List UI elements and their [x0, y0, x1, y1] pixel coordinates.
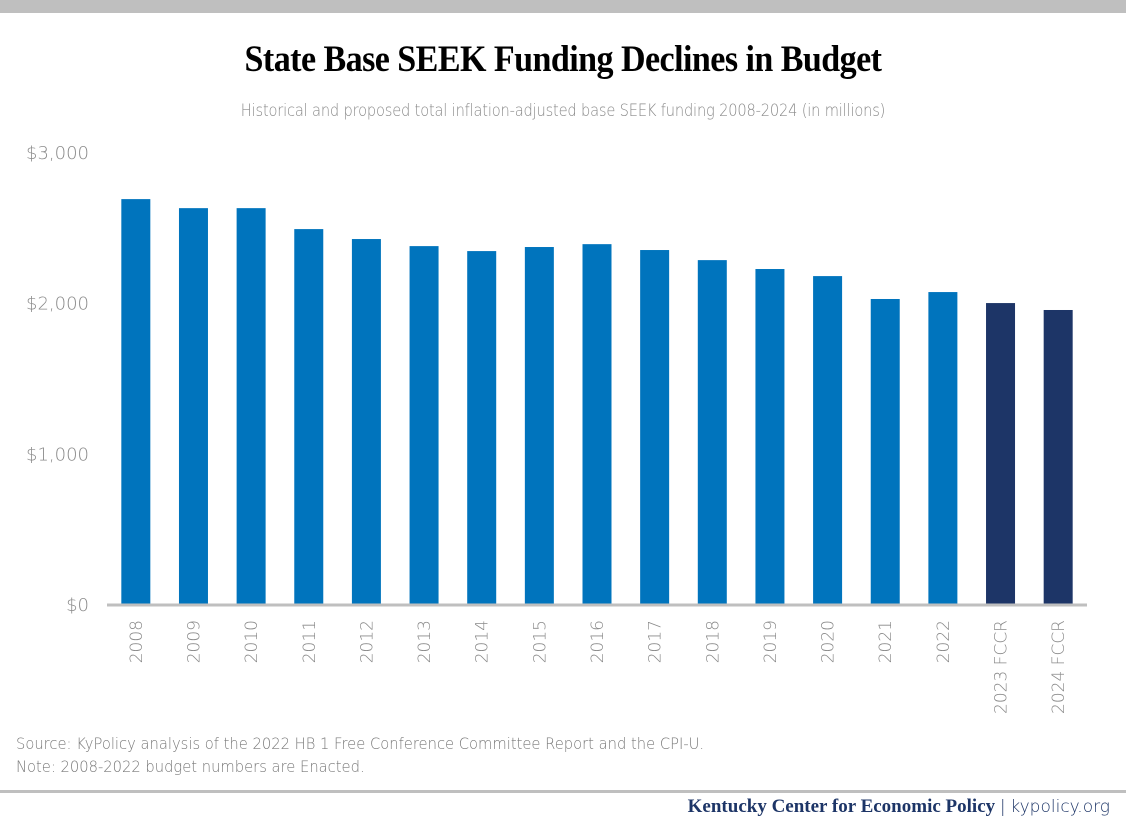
x-tick-label: 2011 — [300, 620, 320, 663]
x-tick-label: 2024 FCCR — [1049, 620, 1069, 714]
footer: Kentucky Center for Economic Policy | ky… — [688, 796, 1110, 818]
website-link[interactable]: kypolicy.org — [1010, 797, 1110, 817]
x-tick-label: 2023 FCCR — [992, 620, 1012, 714]
x-tick-label: 2009 — [184, 620, 204, 663]
bar-2023-fccr — [986, 303, 1016, 605]
bar-2018 — [697, 260, 727, 605]
y-tick-label: $3,000 — [26, 143, 89, 164]
bar-2008 — [121, 199, 151, 605]
bar-chart: $0 $1,000 $2,000 $3,000 2008 2009 2010 2011 201… — [26, 143, 1087, 714]
x-tick-label: 2013 — [415, 620, 435, 663]
bars — [121, 199, 1073, 606]
y-tick-label: $2,000 — [26, 294, 89, 315]
x-tick-label: 2016 — [588, 620, 608, 663]
bar-2016 — [582, 244, 612, 606]
top-rule — [0, 0, 1126, 13]
bar-2020 — [813, 276, 843, 605]
x-tick-label: 2015 — [530, 620, 550, 663]
y-axis: $0 $1,000 $2,000 $3,000 — [26, 143, 89, 616]
bar-2010 — [236, 208, 266, 606]
bar-2012 — [351, 239, 381, 605]
chart-title: State Base SEEK Funding Declines in Budg… — [244, 39, 882, 80]
y-tick-label: $1,000 — [26, 444, 89, 465]
bar-2021 — [870, 298, 900, 605]
x-tick-label: 2019 — [761, 620, 781, 663]
chart-subtitle: Historical and proposed total inflation-… — [240, 101, 886, 121]
bar-2015 — [524, 247, 554, 606]
y-tick-label: $0 — [66, 595, 89, 616]
organization-name: Kentucky Center for Economic Policy — [687, 796, 996, 817]
x-tick-label: 2010 — [242, 620, 262, 663]
x-axis: 2008 2009 2010 2011 2012 2013 2014 2015 2016 2017… — [127, 620, 1069, 714]
x-tick-label: 2022 — [934, 620, 954, 663]
x-tick-label: 2012 — [357, 620, 377, 663]
bar-2017 — [640, 250, 670, 605]
x-tick-label: 2020 — [819, 620, 839, 663]
bar-2009 — [178, 208, 208, 606]
source-note: Source: KyPolicy analysis of the 2022 HB… — [16, 734, 705, 753]
x-tick-label: 2021 — [876, 620, 896, 663]
footer-separator: | — [999, 797, 1006, 817]
budget-note: Note: 2008-2022 budget numbers are Enact… — [16, 757, 365, 776]
bar-2024-fccr — [1043, 309, 1073, 605]
x-tick-label: 2008 — [127, 620, 147, 663]
bar-2014 — [467, 251, 497, 606]
x-tick-label: 2014 — [473, 620, 493, 663]
bar-2022 — [928, 292, 958, 605]
x-tick-label: 2017 — [646, 620, 666, 663]
bar-2013 — [409, 246, 439, 605]
bar-2011 — [294, 229, 324, 605]
bar-2019 — [755, 269, 785, 605]
x-tick-label: 2018 — [703, 620, 723, 663]
footer-rule — [0, 790, 1126, 793]
